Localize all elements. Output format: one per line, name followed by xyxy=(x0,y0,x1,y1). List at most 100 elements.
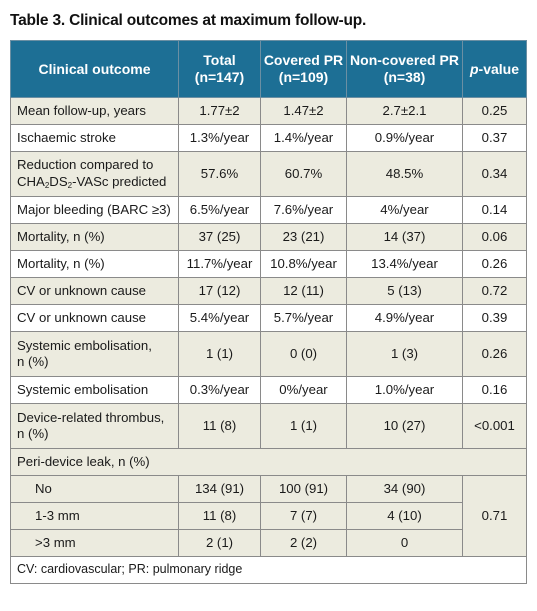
cell-total: 1.3%/year xyxy=(178,124,261,152)
row-label-ds: DS xyxy=(49,173,68,189)
leak-heading-row: Peri-device leak, n (%) xyxy=(10,448,527,476)
header-covered-label: Covered PR xyxy=(263,52,344,69)
row-label: Mean follow-up, years xyxy=(10,97,179,125)
cell-noncovered: 0.9%/year xyxy=(346,124,463,152)
cell-covered: 23 (21) xyxy=(260,223,347,251)
row-label-line1: Reduction compared to xyxy=(17,157,154,173)
table-row: Device-related thrombus, n (%) 11 (8) 1 (… xyxy=(10,403,527,449)
row-label: 1-3 mm xyxy=(10,502,179,530)
cell-covered: 1 (1) xyxy=(260,403,347,449)
cell-total: 1.77±2 xyxy=(178,97,261,125)
cell-p-value: 0.72 xyxy=(462,277,527,305)
cell-covered: 2 (2) xyxy=(260,529,347,557)
cell-noncovered: 4%/year xyxy=(346,196,463,224)
cell-p-value: 0.34 xyxy=(462,151,527,197)
cell-noncovered: 1 (3) xyxy=(346,331,463,377)
row-label-sub2: 2 xyxy=(67,180,73,190)
row-label: Mortality, n (%) xyxy=(10,223,179,251)
leak-heading: Peri-device leak, n (%) xyxy=(10,448,527,476)
header-total-label: Total xyxy=(203,52,236,69)
cell-total: 17 (12) xyxy=(178,277,261,305)
cell-noncovered: 13.4%/year xyxy=(346,250,463,278)
table-row: No 134 (91) 100 (91) 34 (90) 0.71 xyxy=(10,475,527,557)
row-label: Systemic embolisation, n (%) xyxy=(10,331,179,377)
cell-covered: 10.8%/year xyxy=(260,250,347,278)
table-row: Mortality, n (%) 11.7%/year 10.8%/year 1… xyxy=(10,250,527,278)
table-row: Systemic embolisation 0.3%/year 0%/year … xyxy=(10,376,527,404)
table-title: Table 3. Clinical outcomes at maximum fo… xyxy=(10,12,367,29)
table-row: >3 mm 2 (1) 2 (2) 0 xyxy=(10,529,527,557)
header-total-n: (n=147) xyxy=(194,69,245,85)
cell-p-value: <0.001 xyxy=(462,403,527,449)
table-row: Reduction compared to CHA2DS2-VASc predic… xyxy=(10,151,527,197)
row-label: Major bleeding (BARC ≥3) xyxy=(10,196,179,224)
row-label: Ischaemic stroke xyxy=(10,124,179,152)
table-row: 1-3 mm 11 (8) 7 (7) 4 (10) xyxy=(10,502,527,530)
header-noncovered-n: (n=38) xyxy=(383,69,426,85)
header-noncovered-label: Non-covered PR xyxy=(350,52,459,69)
row-label-cha: CHA xyxy=(17,173,45,189)
cell-total: 5.4%/year xyxy=(178,304,261,332)
cell-p-value: 0.26 xyxy=(462,331,527,377)
header-total: Total (n=147) xyxy=(178,40,261,98)
row-label-line2: n (%) xyxy=(17,426,49,441)
cell-covered: 12 (11) xyxy=(260,277,347,305)
cell-noncovered: 48.5% xyxy=(346,151,463,197)
header-covered: Covered PR (n=109) xyxy=(260,40,347,98)
cell-noncovered: 4 (10) xyxy=(346,502,463,530)
row-label-line1: Systemic embolisation, xyxy=(17,337,152,353)
cell-noncovered: 34 (90) xyxy=(346,475,463,503)
cell-covered: 5.7%/year xyxy=(260,304,347,332)
cell-total: 0.3%/year xyxy=(178,376,261,404)
cell-p-value: 0.39 xyxy=(462,304,527,332)
footnote: CV: cardiovascular; PR: pulmonary ridge xyxy=(10,556,527,584)
cell-noncovered: 2.7±2.1 xyxy=(346,97,463,125)
row-label-sub1: 2 xyxy=(44,180,50,190)
row-label: No xyxy=(10,475,179,503)
cell-covered: 1.4%/year xyxy=(260,124,347,152)
header-covered-n: (n=109) xyxy=(278,69,329,85)
row-label-line1: Device-related thrombus, xyxy=(17,409,165,425)
cell-covered: 7.6%/year xyxy=(260,196,347,224)
cell-noncovered: 0 xyxy=(346,529,463,557)
table-row: Mortality, n (%) 37 (25) 23 (21) 14 (37)… xyxy=(10,223,527,251)
cell-total: 11 (8) xyxy=(178,502,261,530)
row-label-line2: n (%) xyxy=(17,354,49,369)
cell-covered: 0%/year xyxy=(260,376,347,404)
cell-noncovered: 10 (27) xyxy=(346,403,463,449)
cell-noncovered: 5 (13) xyxy=(346,277,463,305)
row-label: CV or unknown cause xyxy=(10,304,179,332)
header-p-rest: -value xyxy=(478,60,520,77)
table-row: Major bleeding (BARC ≥3) 6.5%/year 7.6%/… xyxy=(10,196,527,224)
row-label-rest: -VASc predicted xyxy=(72,173,167,189)
cell-total: 57.6% xyxy=(178,151,261,197)
header-noncovered: Non-covered PR (n=38) xyxy=(346,40,463,98)
cell-total: 37 (25) xyxy=(178,223,261,251)
cell-p-value: 0.14 xyxy=(462,196,527,224)
row-label: Device-related thrombus, n (%) xyxy=(10,403,179,449)
row-label: Mortality, n (%) xyxy=(10,250,179,278)
row-label: Reduction compared to CHA2DS2-VASc predic… xyxy=(10,151,179,197)
cell-covered: 100 (91) xyxy=(260,475,347,503)
cell-total: 134 (91) xyxy=(178,475,261,503)
cell-noncovered: 4.9%/year xyxy=(346,304,463,332)
header-p-italic: p xyxy=(469,60,479,77)
header-p-value: p-value xyxy=(462,40,527,98)
cell-total: 1 (1) xyxy=(178,331,261,377)
cell-noncovered: 1.0%/year xyxy=(346,376,463,404)
cell-total: 6.5%/year xyxy=(178,196,261,224)
cell-covered: 1.47±2 xyxy=(260,97,347,125)
row-label: >3 mm xyxy=(10,529,179,557)
table-row: Systemic embolisation, n (%) 1 (1) 0 (0) … xyxy=(10,331,527,377)
table-row: Mean follow-up, years 1.77±2 1.47±2 2.7±… xyxy=(10,97,527,125)
row-label: Systemic embolisation xyxy=(10,376,179,404)
cell-total: 2 (1) xyxy=(178,529,261,557)
clinical-outcomes-table: Clinical outcome Total (n=147) Covered PR… xyxy=(10,40,527,584)
row-label: CV or unknown cause xyxy=(10,277,179,305)
cell-covered: 7 (7) xyxy=(260,502,347,530)
cell-p-value: 0.25 xyxy=(462,97,527,125)
header-clinical-outcome: Clinical outcome xyxy=(10,40,179,98)
table-row: Ischaemic stroke 1.3%/year 1.4%/year 0.9… xyxy=(10,124,527,152)
cell-total: 11.7%/year xyxy=(178,250,261,278)
footnote-row: CV: cardiovascular; PR: pulmonary ridge xyxy=(10,556,527,584)
